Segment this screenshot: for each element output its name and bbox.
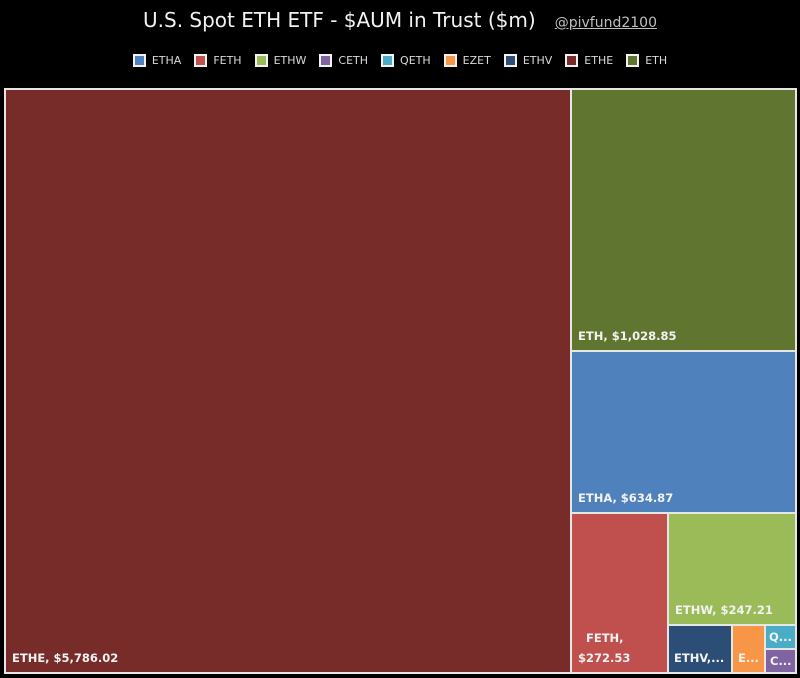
legend-item-feth: FETH — [194, 54, 242, 67]
tile-label-ezet: E... — [738, 651, 759, 665]
legend-swatch — [443, 54, 457, 67]
legend-swatch — [254, 54, 268, 67]
tile-eth: ETH, $1,028.85 — [570, 88, 797, 352]
legend-label: EZET — [462, 54, 491, 67]
legend-label: ETHE — [584, 54, 614, 67]
legend-swatch — [319, 54, 333, 67]
legend-item-ceth: CETH — [319, 54, 368, 67]
tile-label-ethv: ETHV,... — [674, 651, 725, 665]
chart-title: U.S. Spot ETH ETF - $AUM in Trust ($m) — [143, 8, 536, 32]
legend-swatch — [503, 54, 517, 67]
tile-feth: FETH, $272.53 — [570, 512, 669, 674]
tile-label-etha: ETHA, $634.87 — [578, 491, 674, 505]
legend-label: QETH — [400, 54, 431, 67]
legend-item-eth: ETH — [626, 54, 667, 67]
legend-item-ethv: ETHV — [503, 54, 553, 67]
tile-label-feth-2: $272.53 — [578, 651, 631, 665]
legend-label: ETH — [645, 54, 668, 67]
legend-label: CETH — [338, 54, 369, 67]
tile-label-qeth: Q... — [769, 630, 792, 644]
tile-label-eth: ETH, $1,028.85 — [578, 329, 677, 343]
tile-label-feth-1: FETH, — [586, 631, 624, 645]
legend-label: ETHW — [273, 54, 307, 67]
chart-title-bar: U.S. Spot ETH ETF - $AUM in Trust ($m) @… — [0, 8, 800, 32]
tile-ceth: C... — [764, 648, 797, 674]
legend-swatch — [565, 54, 579, 67]
legend-item-ezet: EZET — [443, 54, 491, 67]
legend-item-qeth: QETH — [381, 54, 431, 67]
tile-label-ethe: ETHE, $5,786.02 — [12, 651, 119, 665]
legend-swatch — [194, 54, 208, 67]
author-handle[interactable]: @pivfund2100 — [554, 15, 657, 31]
legend-item-ethw: ETHW — [254, 54, 307, 67]
legend-item-etha: ETHA — [132, 54, 182, 67]
legend-label: ETHA — [151, 54, 182, 67]
tile-label-ethw: ETHW, $247.21 — [675, 603, 773, 617]
tile-etha: ETHA, $634.87 — [570, 350, 797, 514]
legend-swatch — [626, 54, 640, 67]
tile-label-ceth: C... — [770, 654, 792, 668]
tile-ezet: E... — [731, 624, 766, 674]
legend-item-ethe: ETHE — [565, 54, 613, 67]
legend-label: FETH — [213, 54, 242, 67]
tile-qeth: Q... — [764, 624, 797, 650]
legend-label: ETHV — [522, 54, 553, 67]
legend-swatch — [381, 54, 395, 67]
tile-ethw: ETHW, $247.21 — [667, 512, 797, 626]
legend-swatch — [132, 54, 146, 67]
tile-ethe: ETHE, $5,786.02 — [4, 88, 572, 674]
tile-ethv: ETHV,... — [667, 624, 733, 674]
legend: ETHA FETH ETHW CETH QETH EZET ETHV ETHE ETH — [0, 54, 800, 67]
